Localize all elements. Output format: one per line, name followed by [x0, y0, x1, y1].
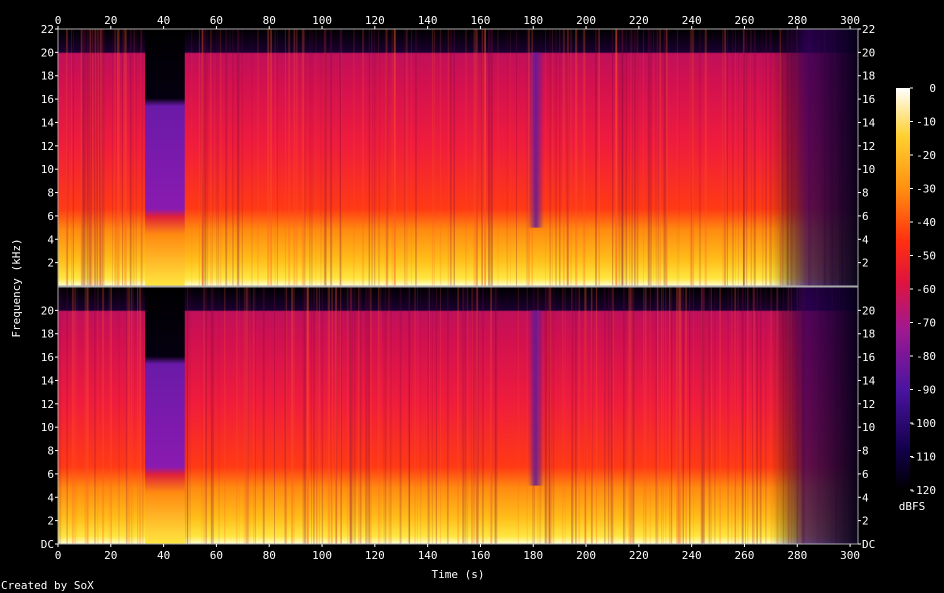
- y-tick-label: DC: [862, 538, 875, 551]
- colorbar-tick-label: -50: [916, 250, 936, 263]
- y-tick-label: 6: [862, 468, 869, 481]
- y-tick-label: 6: [47, 468, 54, 481]
- y-tick-label: 20: [862, 46, 875, 59]
- x-tick-label: 60: [210, 14, 223, 27]
- y-tick-label: 12: [862, 398, 875, 411]
- y-tick-label: 16: [862, 351, 875, 364]
- x-tick-label: 140: [418, 549, 438, 562]
- x-tick-label: 100: [312, 14, 332, 27]
- x-tick-label: 80: [263, 549, 276, 562]
- colorbar-label: dBFS: [899, 500, 926, 513]
- credit-text: Created by SoX: [1, 579, 94, 592]
- y-tick-label: 2: [862, 257, 869, 270]
- x-tick-label: 220: [629, 14, 649, 27]
- x-tick-label: 240: [682, 14, 702, 27]
- y-tick-label: 12: [41, 398, 54, 411]
- x-tick-label: 40: [157, 549, 170, 562]
- y-tick-label: 12: [862, 140, 875, 153]
- x-tick-label: 80: [263, 14, 276, 27]
- x-axis-label: Time (s): [432, 568, 485, 581]
- x-tick-label: 180: [523, 549, 543, 562]
- y-tick-label: 10: [41, 163, 54, 176]
- y-tick-label: 18: [862, 70, 875, 83]
- y-tick-label: 16: [41, 93, 54, 106]
- colorbar: [896, 88, 910, 490]
- colorbar-tick-label: -90: [916, 384, 936, 397]
- x-tick-label: 280: [787, 549, 807, 562]
- x-tick-label: 280: [787, 14, 807, 27]
- channel-1-spectrogram: [57, 28, 859, 287]
- x-tick-label: 20: [104, 14, 117, 27]
- x-tick-label: 160: [471, 14, 491, 27]
- x-tick-label: 260: [735, 14, 755, 27]
- x-tick-label: 0: [55, 549, 62, 562]
- colorbar-tick-label: -40: [916, 216, 936, 229]
- x-tick-label: 60: [210, 549, 223, 562]
- y-tick-label: 6: [47, 210, 54, 223]
- x-tick-label: 300: [840, 14, 860, 27]
- x-tick-label: 120: [365, 14, 385, 27]
- colorbar-tick-label: -110: [910, 451, 937, 464]
- colorbar-tick-label: -60: [916, 283, 936, 296]
- colorbar-tick-label: -10: [916, 116, 936, 129]
- x-tick-label: 40: [157, 14, 170, 27]
- y-tick-label: 6: [862, 210, 869, 223]
- y-tick-label: 10: [862, 421, 875, 434]
- y-tick-label: 8: [862, 445, 869, 458]
- channel-2-spectrogram: [57, 286, 859, 545]
- colorbar-tick-label: 0: [929, 82, 936, 95]
- y-tick-label: 20: [41, 304, 54, 317]
- x-tick-label: 240: [682, 549, 702, 562]
- y-tick-label: 22: [862, 23, 875, 36]
- y-tick-label: 10: [862, 163, 875, 176]
- x-tick-label: 260: [735, 549, 755, 562]
- y-tick-label: 4: [47, 491, 54, 504]
- y-tick-label: 10: [41, 421, 54, 434]
- x-tick-label: 100: [312, 549, 332, 562]
- x-tick-label: 160: [471, 549, 491, 562]
- colorbar-tick-label: -30: [916, 183, 936, 196]
- y-tick-label: 16: [41, 351, 54, 364]
- y-tick-label: 18: [41, 328, 54, 341]
- y-tick-label: 2: [47, 257, 54, 270]
- y-tick-label: 4: [862, 491, 869, 504]
- x-tick-label: 200: [576, 14, 596, 27]
- y-tick-label: 18: [862, 328, 875, 341]
- x-tick-label: 180: [523, 14, 543, 27]
- x-tick-label: 0: [55, 14, 62, 27]
- y-tick-label: 8: [47, 445, 54, 458]
- x-tick-label: 300: [840, 549, 860, 562]
- y-tick-label: 14: [862, 374, 876, 387]
- y-axis-label: Frequency (kHz): [10, 238, 23, 337]
- y-tick-label: 20: [862, 304, 875, 317]
- y-tick-label: 14: [41, 116, 55, 129]
- y-tick-label: 12: [41, 140, 54, 153]
- y-tick-label: 18: [41, 70, 54, 83]
- y-tick-label: 2: [47, 515, 54, 528]
- colorbar-tick-label: -120: [910, 484, 937, 497]
- y-tick-label: 8: [47, 187, 54, 200]
- x-tick-label: 140: [418, 14, 438, 27]
- x-tick-label: 200: [576, 549, 596, 562]
- y-tick-label: 8: [862, 187, 869, 200]
- y-tick-label: 20: [41, 46, 54, 59]
- y-tick-label: 14: [862, 116, 876, 129]
- y-tick-label: 4: [47, 233, 54, 246]
- colorbar-tick-label: -70: [916, 317, 936, 330]
- y-tick-label: 4: [862, 233, 869, 246]
- x-tick-label: 20: [104, 549, 117, 562]
- colorbar-tick-label: -80: [916, 350, 936, 363]
- colorbar-tick-label: -20: [916, 149, 936, 162]
- y-tick-label: 16: [862, 93, 875, 106]
- x-tick-label: 120: [365, 549, 385, 562]
- y-tick-label: DC: [41, 538, 54, 551]
- y-tick-label: 14: [41, 374, 55, 387]
- colorbar-tick-label: -100: [910, 417, 937, 430]
- y-tick-label: 2: [862, 515, 869, 528]
- x-tick-label: 220: [629, 549, 649, 562]
- y-tick-label: 22: [41, 23, 54, 36]
